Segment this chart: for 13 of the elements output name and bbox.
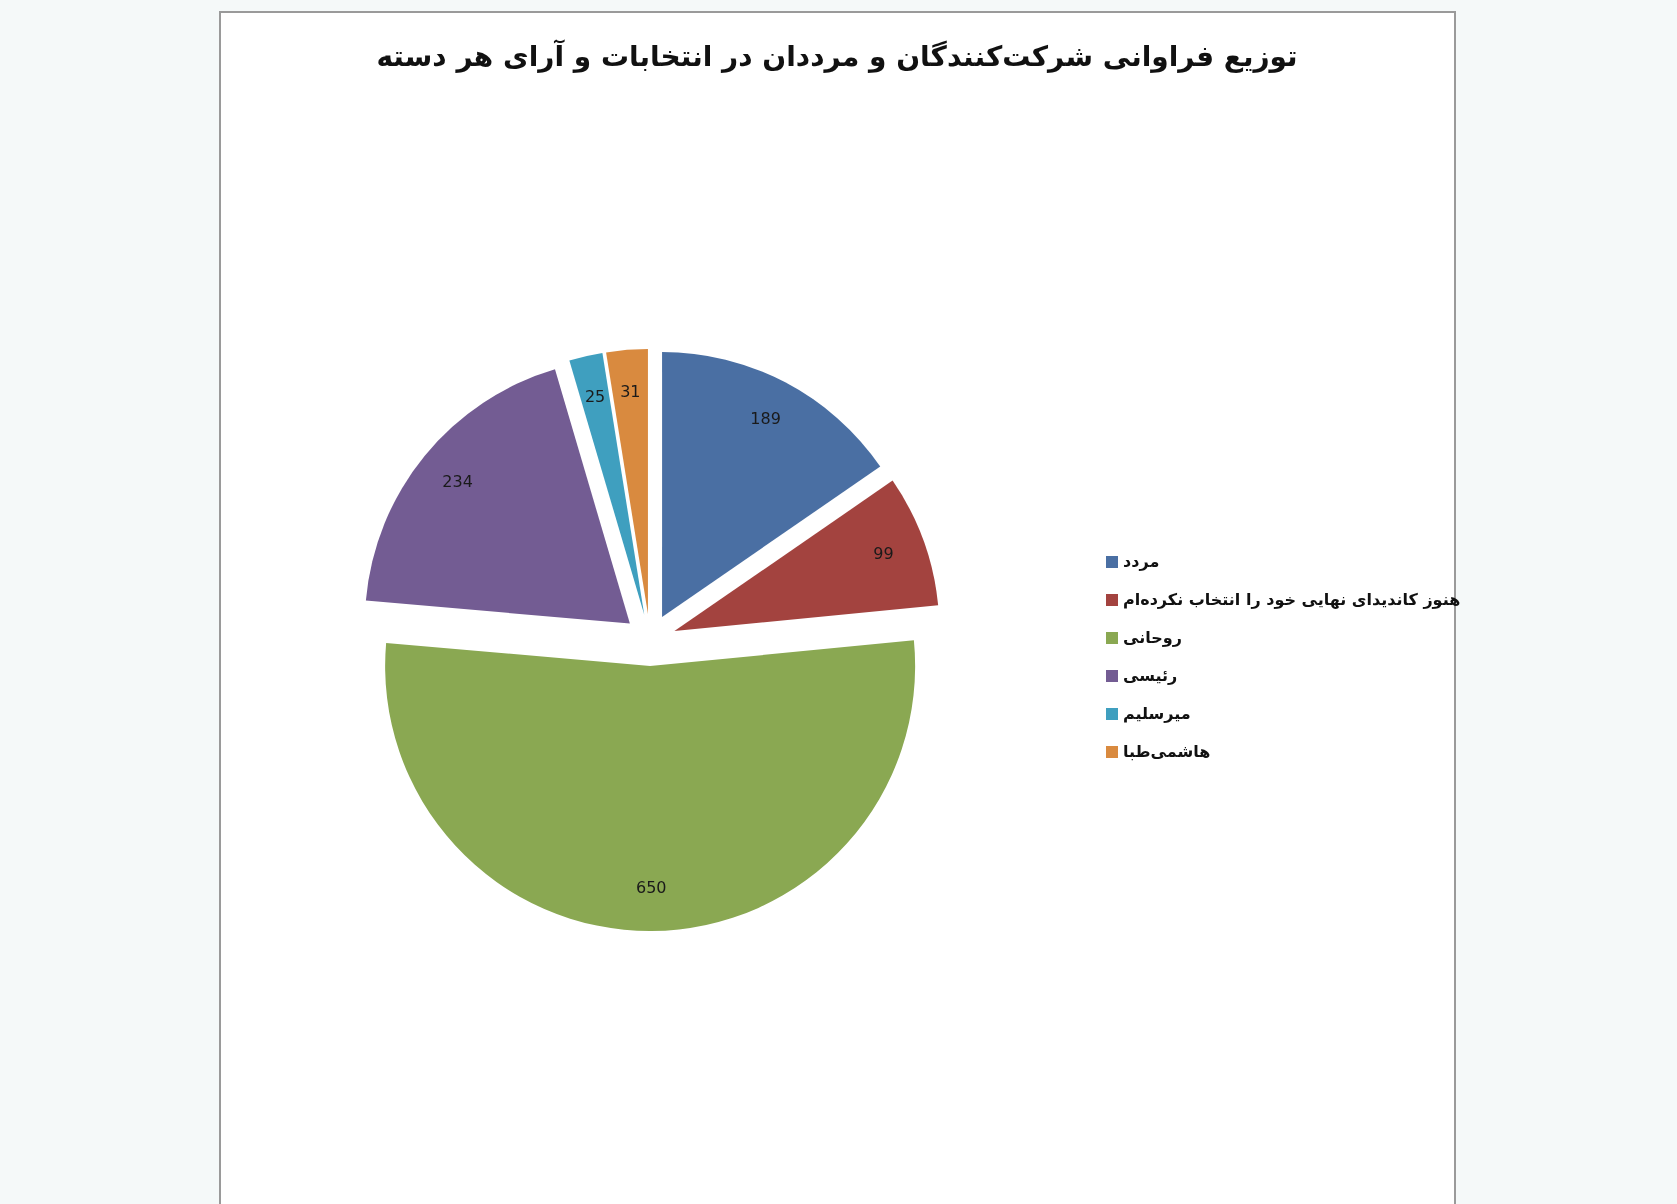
legend-label: روحانی [1123, 627, 1182, 647]
legend-label: هنوز کاندیدای نهایی خود را انتخاب نکرده‌ام [1123, 589, 1461, 609]
data-label: 234 [442, 472, 473, 492]
data-label: 25 [584, 387, 606, 407]
chart-title: توزیع فراوانی شرکت‌کنندگان و مرددان در انتخابات و آرای هر دسته [376, 39, 1298, 73]
data-label: 99 [873, 544, 894, 564]
data-label: 31 [620, 381, 641, 401]
legend-label: مردد [1123, 551, 1160, 571]
legend-label: هاشمی‌طبا [1123, 741, 1211, 761]
legend-label: رئیسی [1123, 665, 1178, 685]
legend-label: میرسلیم [1123, 703, 1191, 723]
data-label: 189 [750, 409, 781, 429]
data-label: 650 [636, 878, 667, 898]
